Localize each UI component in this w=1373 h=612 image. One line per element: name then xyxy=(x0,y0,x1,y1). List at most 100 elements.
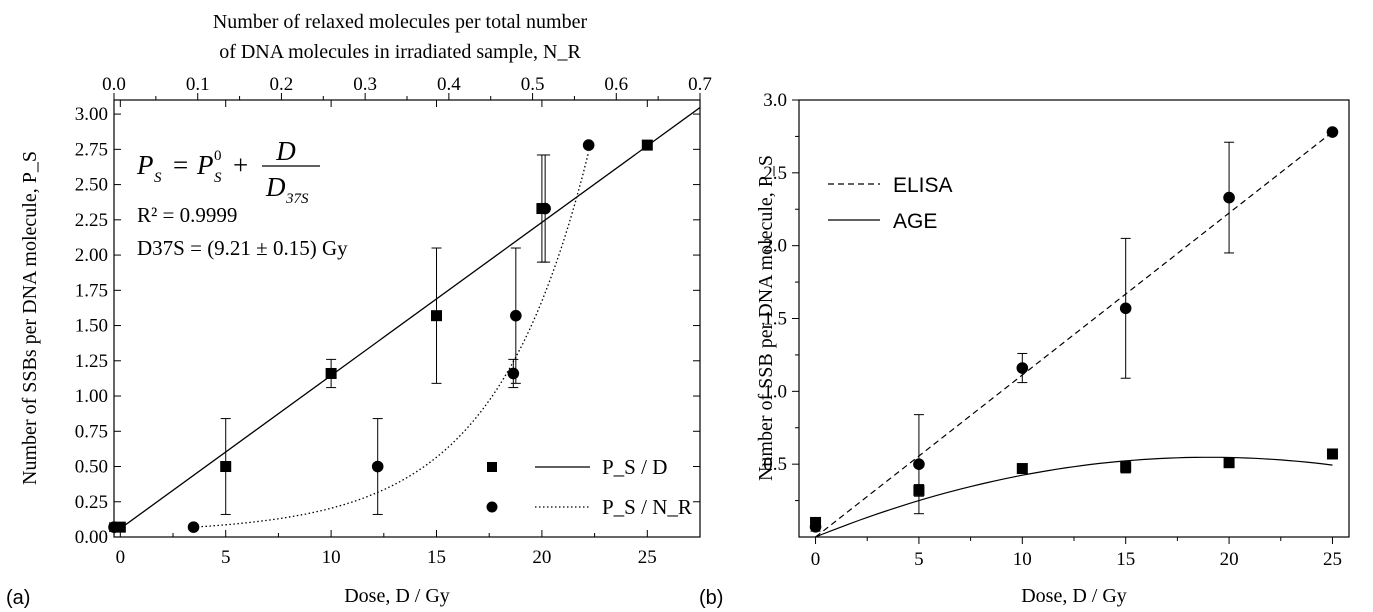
ticks-b: 0 5 10 15 20 25 0.5 1.0 1.5 2.0 2.5 3.0 xyxy=(763,90,1342,570)
y-axis-title-a: Number of SSBs per DNA molecule, P_S xyxy=(19,151,41,485)
y-tick-label-a-9: 2.25 xyxy=(75,210,108,231)
marker-age-0 xyxy=(810,516,822,528)
legend-a-circle-marker xyxy=(486,501,498,513)
marker-a-ps-d-1 xyxy=(220,461,232,473)
x-tick-label-a-2: 10 xyxy=(322,547,341,568)
x-tick-label-b-1: 5 xyxy=(914,549,924,570)
y-tick-label-a-12: 3.00 xyxy=(75,104,108,125)
marker-a-ps-nr-2 xyxy=(371,460,384,473)
x-tick-label-b-4: 20 xyxy=(1220,549,1239,570)
svg-text:P: P xyxy=(196,150,214,180)
panel-label-b: (b) xyxy=(699,587,723,609)
y-tick-label-a-6: 1.50 xyxy=(75,316,108,337)
top-tick-label-1: 0.1 xyxy=(186,74,210,95)
marker-elisa-4 xyxy=(1223,191,1235,204)
marker-a-ps-d-5 xyxy=(641,139,653,151)
y-tick-label-a-7: 1.75 xyxy=(75,280,108,301)
svg-text:0: 0 xyxy=(214,148,222,164)
svg-text:+: + xyxy=(233,150,248,180)
y-axis-title-b: Number of SSB per DNA molecule, P_S xyxy=(755,155,777,481)
y-tick-label-a-0: 0.00 xyxy=(75,527,108,548)
svg-text:S: S xyxy=(214,170,222,186)
plot-frame-b xyxy=(798,99,1350,538)
marker-age-1 xyxy=(913,484,925,496)
y-tick-label-a-8: 2.00 xyxy=(75,245,108,266)
y-tick-label-a-5: 1.25 xyxy=(75,351,108,372)
top-tick-label-2: 0.2 xyxy=(270,74,294,95)
top-axis-title-line2: of DNA molecules in irradiated sample, N… xyxy=(219,41,581,63)
marker-age-4 xyxy=(1223,457,1235,469)
legend-a: P_S / D P_S / N_R xyxy=(486,455,692,519)
svg-text:D: D xyxy=(275,136,296,166)
svg-text:P: P xyxy=(136,150,154,180)
r-squared-annotation: R² = 0.9999 xyxy=(137,203,237,227)
legend-b-label-1: ELISA xyxy=(893,174,953,197)
y-tick-label-b-3: 2.0 xyxy=(763,236,787,257)
y-tick-label-a-1: 0.25 xyxy=(75,492,108,513)
legend-a-label-2: P_S / N_R xyxy=(602,495,692,519)
legend-a-label-1: P_S / D xyxy=(602,455,667,479)
svg-text:S: S xyxy=(154,170,162,186)
y-tick-label-a-10: 2.50 xyxy=(75,175,108,196)
marker-age-5 xyxy=(1326,448,1338,460)
marker-a-ps-nr-5 xyxy=(539,202,551,215)
x-tick-label-a-5: 25 xyxy=(638,547,657,568)
markers-b xyxy=(809,126,1339,533)
marker-elisa-5 xyxy=(1326,126,1339,138)
y-tick-label-b-5: 3.0 xyxy=(763,90,787,111)
marker-a-ps-nr-3 xyxy=(507,367,520,380)
panel-label-a: (a) xyxy=(6,587,30,609)
x-tick-label-b-5: 25 xyxy=(1323,549,1342,570)
fit-lines-b xyxy=(815,131,1333,537)
top-axis-title-line1: Number of relaxed molecules per total nu… xyxy=(213,11,588,33)
y-tick-label-b-0: 0.5 xyxy=(763,454,787,475)
y-tick-label-b-4: 2.5 xyxy=(763,163,787,184)
d37-annotation: D37S = (9.21 ± 0.15) Gy xyxy=(137,236,348,260)
markers-a xyxy=(108,139,653,533)
legend-a-square-marker xyxy=(487,462,497,472)
age-fit-curve xyxy=(815,456,1333,537)
marker-age-2 xyxy=(1016,463,1028,475)
top-tick-label-6: 0.6 xyxy=(604,74,628,95)
x-tick-label-b-2: 10 xyxy=(1013,549,1032,570)
x-tick-label-a-0: 0 xyxy=(116,547,126,568)
top-tick-label-0: 0.0 xyxy=(102,74,126,95)
svg-text:37S: 37S xyxy=(285,191,309,207)
legend-b: ELISA AGE xyxy=(828,174,953,233)
y-tick-label-a-4: 1.00 xyxy=(75,386,108,407)
top-tick-label-4: 0.4 xyxy=(437,74,461,95)
linear-fit-line-a xyxy=(114,107,700,534)
marker-a-ps-nr-1 xyxy=(187,521,200,533)
panel-b: 0 5 10 15 20 25 0.5 1.0 1.5 2.0 2.5 3.0 Dose, D / G… xyxy=(699,90,1350,609)
marker-a-ps-d-3 xyxy=(431,310,443,322)
y-tick-label-a-3: 0.75 xyxy=(75,421,108,442)
marker-a-ps-nr-6 xyxy=(582,139,595,151)
x-tick-label-a-3: 15 xyxy=(427,547,446,568)
ticks-a: 0 5 10 15 20 25 0.0 0.1 0.2 0.3 0.4 0.5 0.6 0.7 0.00 0.… xyxy=(75,74,712,568)
legend-b-label-2: AGE xyxy=(893,210,937,233)
y-tick-label-a-11: 2.75 xyxy=(75,139,108,160)
x-axis-title-a: Dose, D / Gy xyxy=(344,585,450,607)
marker-age-3 xyxy=(1120,461,1132,473)
marker-elisa-3 xyxy=(1119,302,1132,315)
x-tick-label-b-3: 15 xyxy=(1116,549,1135,570)
y-tick-label-b-2: 1.5 xyxy=(763,309,787,330)
x-tick-label-a-4: 20 xyxy=(532,547,551,568)
marker-a-ps-d-2 xyxy=(325,367,337,379)
fit-lines-a xyxy=(114,107,700,534)
y-tick-label-b-1: 1.0 xyxy=(763,381,787,402)
marker-a-ps-nr-0 xyxy=(108,521,120,533)
top-tick-label-3: 0.3 xyxy=(353,74,377,95)
marker-a-ps-d-0 xyxy=(114,521,126,533)
x-tick-label-a-1: 5 xyxy=(221,547,231,568)
top-tick-label-5: 0.5 xyxy=(521,74,545,95)
equation-annotation: P S = P S 0 + D D 37S xyxy=(136,136,320,207)
svg-text:D: D xyxy=(265,172,286,202)
panel-a: 0 5 10 15 20 25 0.0 0.1 0.2 0.3 0.4 0.5 0.6 0.7 0.00 0.… xyxy=(6,11,712,609)
x-axis-title-b: Dose, D / Gy xyxy=(1021,585,1127,607)
marker-a-ps-nr-4 xyxy=(510,309,522,322)
x-tick-label-b-0: 0 xyxy=(811,549,821,570)
svg-text:=: = xyxy=(173,150,188,180)
y-tick-label-a-2: 0.50 xyxy=(75,457,108,478)
